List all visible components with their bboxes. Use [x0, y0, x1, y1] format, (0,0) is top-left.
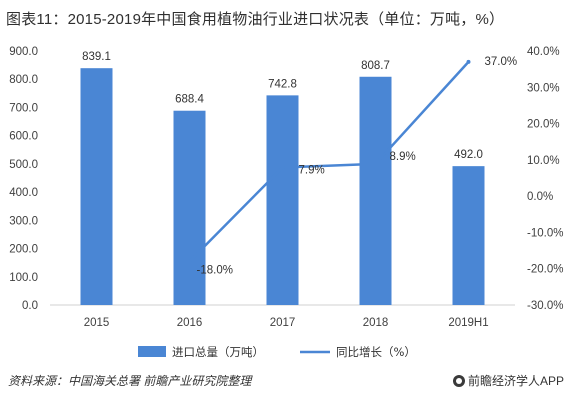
bar-2019H1 [452, 166, 485, 305]
brand-label: 前瞻经济学人APP [467, 374, 564, 388]
y-right-tick-label: 40.0% [527, 46, 560, 58]
x-tick-label: 2016 [177, 317, 203, 329]
growth-point-2018 [373, 161, 378, 166]
legend-bar-swatch [138, 346, 166, 357]
y-left-tick-label: 100.0 [9, 272, 38, 284]
bar-value-label: 742.8 [268, 78, 297, 90]
x-tick-label: 2015 [84, 317, 110, 329]
brand-logo-icon [452, 374, 465, 387]
brand-credit: 前瞻经济学人APP [452, 372, 564, 389]
bar-value-label: 808.7 [361, 60, 390, 72]
bar-2017 [266, 95, 299, 306]
legend-line-label: 同比增长（%） [336, 345, 416, 359]
bar-2016 [173, 110, 206, 305]
bar-value-label: 492.0 [454, 149, 483, 161]
y-right-tick-label: -20.0% [527, 264, 563, 276]
y-left-tick-label: 300.0 [9, 215, 38, 227]
growth-value-label: 37.0% [485, 56, 518, 68]
source-note: 资料来源：中国海关总署 前瞻产业研究院整理 [8, 374, 252, 388]
y-left-tick-label: 0.0 [22, 300, 38, 312]
x-tick-label: 2017 [270, 317, 296, 329]
x-tick-label: 2018 [363, 317, 389, 329]
growth-point-2019H1 [466, 59, 471, 64]
y-left-tick-label: 600.0 [9, 131, 38, 143]
y-left-tick-label: 900.0 [9, 46, 38, 58]
y-left-tick-label: 800.0 [9, 74, 38, 86]
y-right-tick-label: 10.0% [527, 155, 560, 167]
y-right-tick-label: -30.0% [527, 300, 563, 312]
growth-value-label: -18.0% [197, 264, 233, 276]
y-right-tick-label: -10.0% [527, 227, 563, 239]
bar-value-label: 839.1 [82, 51, 111, 63]
y-left-tick-label: 400.0 [9, 187, 38, 199]
y-right-tick-label: 30.0% [527, 82, 560, 94]
y-left-tick-label: 200.0 [9, 244, 38, 256]
growth-value-label: 8.9% [390, 151, 416, 163]
growth-point-2016 [187, 259, 192, 264]
growth-line [188, 61, 470, 263]
bar-value-label: 688.4 [175, 94, 204, 106]
y-left-tick-label: 500.0 [9, 159, 38, 171]
page-title: 图表11：2015-2019年中国食用植物油行业进口状况表（单位：万吨，%） [6, 11, 505, 28]
growth-value-label: 7.9% [299, 164, 325, 176]
chart: 0.0 100.0 200.0 300.0 400.0 500.0 600.0 700.0 80… [9, 46, 563, 359]
bar-2018 [359, 76, 392, 305]
legend-bar-label: 进口总量（万吨） [172, 345, 264, 359]
y-right-tick-label: 0.0% [527, 191, 553, 203]
y-left-tick-label: 700.0 [9, 102, 38, 114]
x-tick-label: 2019H1 [448, 317, 488, 329]
y-right-tick-label: 20.0% [527, 119, 560, 131]
bar-2015 [80, 68, 113, 305]
growth-point-2017 [280, 165, 285, 170]
